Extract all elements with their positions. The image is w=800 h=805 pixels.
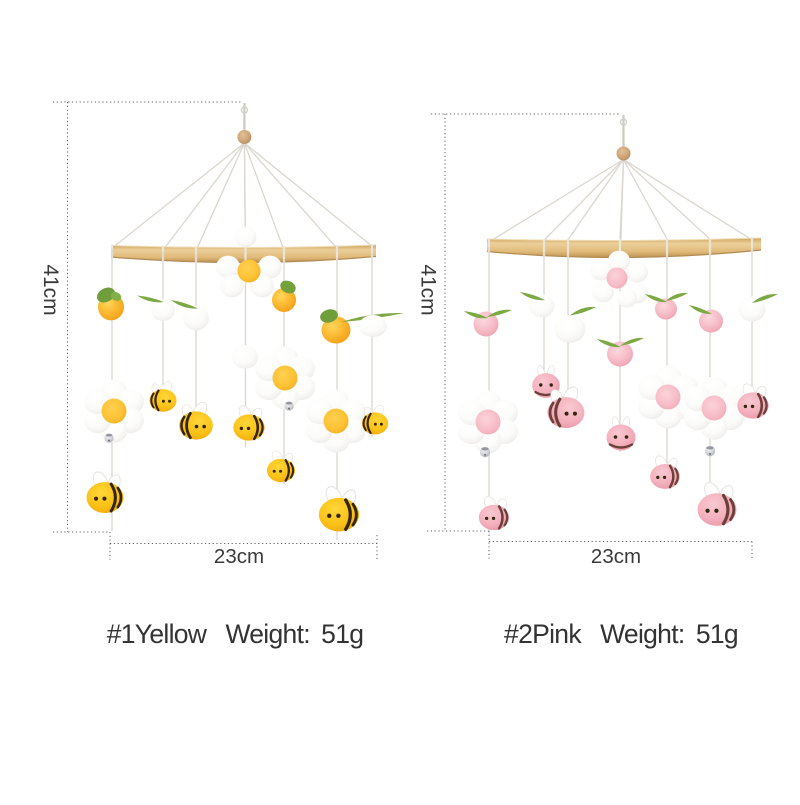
- svg-text:23cm: 23cm: [591, 545, 641, 568]
- svg-text:23cm: 23cm: [214, 545, 264, 568]
- svg-text:41cm: 41cm: [417, 264, 440, 315]
- svg-text:#2Pink Weight: 51g: #2Pink Weight: 51g: [504, 619, 738, 649]
- svg-text:41cm: 41cm: [39, 264, 62, 315]
- svg-text:#1Yellow Weight: 51g: #1Yellow Weight: 51g: [107, 619, 364, 649]
